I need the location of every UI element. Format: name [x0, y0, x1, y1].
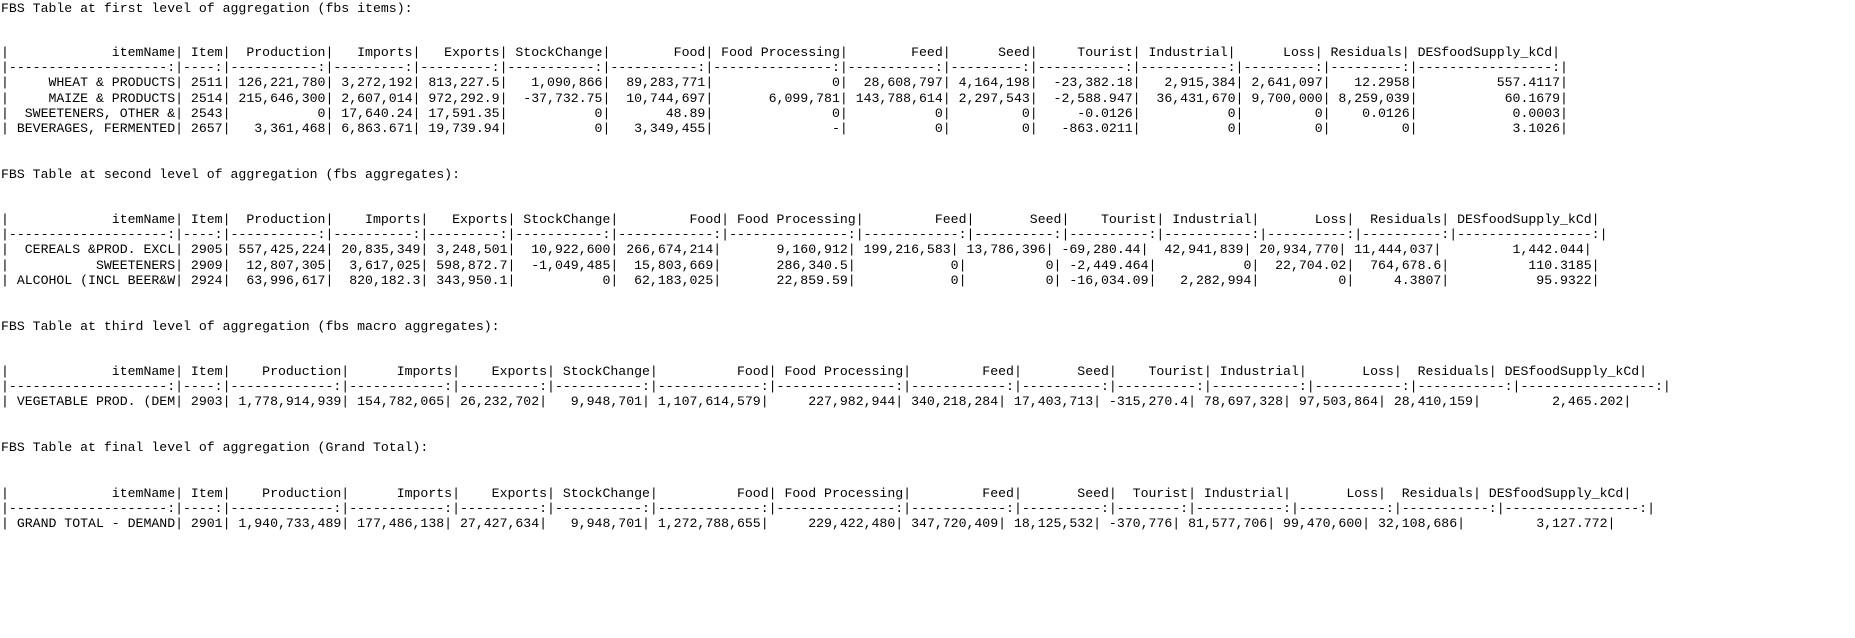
table-header-row: | itemName| Item| Production| Imports| E… [1, 212, 1600, 227]
table-separator: |--------------------:|----:|-----------… [1, 227, 1608, 242]
table-separator: |--------------------:|----:|-----------… [1, 501, 1655, 516]
table-row: | VEGETABLE PROD. (DEM| 2903| 1,778,914,… [1, 394, 1632, 409]
table-header-row: | itemName| Item| Production| Imports| E… [1, 45, 1561, 60]
section-heading: FBS Table at third level of aggregation … [1, 319, 500, 334]
table-row: | BEVERAGES, FERMENTED| 2657| 3,361,468|… [1, 121, 1568, 136]
section-heading: FBS Table at second level of aggregation… [1, 167, 460, 182]
table-header-row: | itemName| Item| Production| Imports| E… [1, 486, 1632, 501]
table-row: | SWEETENERS, OTHER &| 2543| 0| 17,640.2… [1, 106, 1568, 121]
table-separator: |--------------------:|----:|-----------… [1, 60, 1568, 75]
section-heading: FBS Table at final level of aggregation … [1, 440, 429, 455]
table-row: | ALCOHOL (INCL BEER&W| 2924| 63,996,617… [1, 273, 1600, 288]
table-row: | MAIZE & PRODUCTS| 2514| 215,646,300| 2… [1, 91, 1568, 106]
table-row: | WHEAT & PRODUCTS| 2511| 126,221,780| 3… [1, 75, 1568, 90]
table-header-row: | itemName| Item| Production| Imports| E… [1, 364, 1648, 379]
table-row: | CEREALS &PROD. EXCL| 2905| 557,425,224… [1, 242, 1592, 257]
table-row: | GRAND TOTAL - DEMAND| 2901| 1,940,733,… [1, 516, 1616, 531]
table-separator: |--------------------:|----:|-----------… [1, 379, 1671, 394]
table-row: | SWEETENERS| 2909| 12,807,305| 3,617,02… [1, 258, 1600, 273]
section-heading: FBS Table at first level of aggregation … [1, 1, 413, 16]
